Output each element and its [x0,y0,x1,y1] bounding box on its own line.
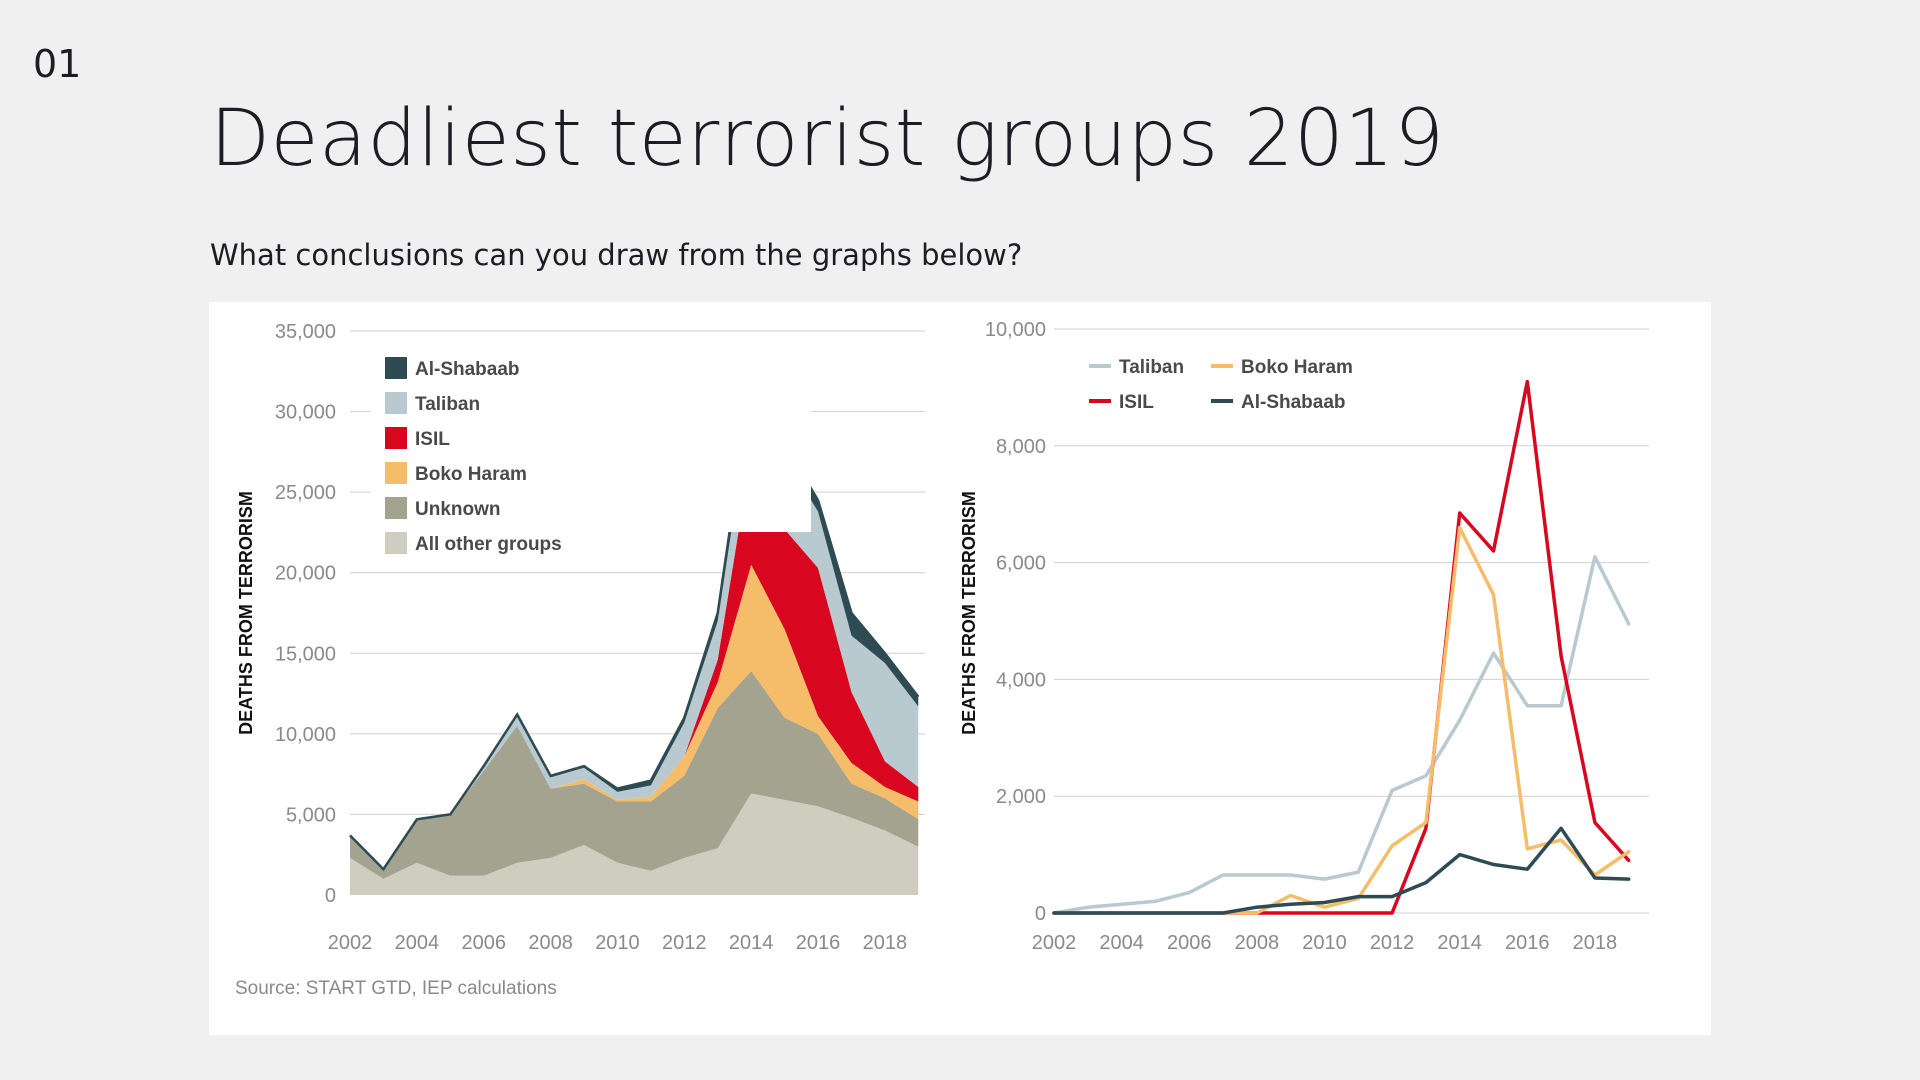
chart1-x-tick-label: 2004 [395,932,440,954]
chart1-legend-swatch-isil [385,427,407,449]
chart1-y-axis-title: DEATHS FROM TERRORISM [236,491,256,735]
chart1-x-tick-label: 2018 [863,932,908,954]
chart2-y-tick-label: 2,000 [996,786,1046,808]
chart1-x-tick-label: 2010 [595,932,640,954]
chart1-x-tick-label: 2006 [461,932,506,954]
chart2-y-tick-label: 8,000 [996,436,1046,458]
chart1-legend-swatch-boko-haram [385,462,407,484]
chart1-y-tick-label: 5,000 [286,804,336,826]
chart1-area-isil [350,453,919,870]
chart1-area-boko-haram [350,564,919,870]
chart1-legend-label-all-other: All other groups [415,534,562,555]
page-subtitle: What conclusions can you draw from the g… [210,238,1023,272]
page-title: Deadliest terrorist groups 2019 [210,94,1445,184]
chart2-legend-label-taliban: Taliban [1119,357,1184,378]
chart2-x-tick-label: 2018 [1573,932,1618,954]
chart1-legend-label-al-shabaab: Al-Shabaab [415,359,520,380]
chart2-x-tick-label: 2016 [1505,932,1550,954]
chart1-y-tick-label: 20,000 [275,563,336,585]
chart1-legend-swatch-taliban [385,392,407,414]
chart1-y-tick-label: 35,000 [275,321,336,343]
chart2-y-tick-label: 4,000 [996,669,1046,691]
chart1-total-outline [349,380,920,872]
chart1-x-tick-label: 2002 [328,932,373,954]
chart2-legend-label-isil: ISIL [1119,392,1154,413]
chart1-legend-label-taliban: Taliban [415,394,480,415]
chart1-legend-label-boko-haram: Boko Haram [415,464,527,485]
chart2-line-boko-haram [1052,525,1631,915]
chart1-y-tick-label: 25,000 [275,482,336,504]
chart2-y-tick-label: 10,000 [985,319,1046,341]
chart2-x-tick-label: 2006 [1167,932,1212,954]
chart2-legend-label-al-shabaab: Al-Shabaab [1241,392,1346,413]
chart2-y-axis-title: DEATHS FROM TERRORISM [959,491,979,735]
chart1-legend-swatch-unknown [385,497,407,519]
charts-svg: Source: START GTD, IEP calculations 0 5,0… [235,319,1649,999]
chart2-legend-label-boko-haram: Boko Haram [1241,357,1353,378]
chart2-x-tick-label: 2010 [1302,932,1347,954]
chart1-y-tick-label: 10,000 [275,724,336,746]
chart2-x-tick-label: 2002 [1032,932,1077,954]
chart1-x-tick-label: 2014 [729,932,774,954]
slide-number: 01 [33,42,82,86]
chart-panel: Source: START GTD, IEP calculations 0 5,0… [209,302,1711,1035]
chart2-line-al-shabaab [1052,826,1631,915]
chart2-y-tick-label: 6,000 [996,553,1046,575]
chart2-legend-background [1079,346,1419,418]
source-note: Source: START GTD, IEP calculations [235,978,557,999]
chart2-line-isil [1052,379,1631,915]
chart2-x-tick-label: 2004 [1099,932,1144,954]
chart2-x-tick-label: 2008 [1235,932,1280,954]
chart1-y-tick-label: 30,000 [275,402,336,424]
chart1-x-tick-label: 2012 [662,932,707,954]
chart1-y-tick-label: 15,000 [275,643,336,665]
chart1-area-all-other [350,793,919,895]
chart2-y-tick-label: 0 [1035,903,1046,925]
chart1-x-tick-label: 2008 [528,932,573,954]
chart1-legend-label-unknown: Unknown [415,499,501,520]
chart1-x-tick-label: 2016 [796,932,841,954]
chart1-legend-label-isil: ISIL [415,429,450,450]
chart1-legend-swatch-al-shabaab [385,357,407,379]
chart1-area-unknown [350,671,919,879]
chart2-line-taliban [1052,555,1631,915]
chart1-y-tick-label: 0 [325,885,336,907]
chart2-x-tick-label: 2014 [1437,932,1482,954]
chart1-legend-swatch-all-other [385,532,407,554]
chart1-legend-background [371,342,811,532]
chart2-x-tick-label: 2012 [1370,932,1415,954]
